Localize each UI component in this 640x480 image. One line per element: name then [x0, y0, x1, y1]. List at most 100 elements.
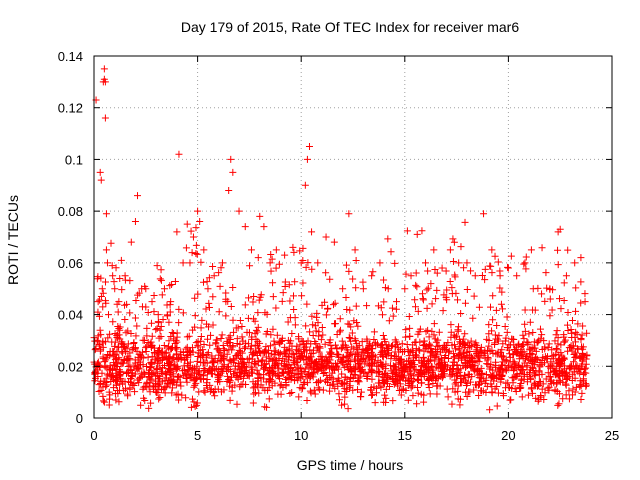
band-point: [261, 309, 269, 317]
band-point: [261, 348, 269, 356]
band-point: [116, 380, 124, 388]
band-point: [308, 265, 316, 273]
band-point: [110, 359, 118, 367]
band-point: [124, 390, 132, 398]
band-point: [410, 372, 418, 380]
band-point: [333, 344, 341, 352]
band-point: [374, 340, 382, 348]
band-point: [531, 306, 539, 314]
band-point: [296, 341, 304, 349]
data-point: [422, 259, 430, 267]
band-point: [449, 235, 457, 243]
band-point: [398, 366, 406, 374]
data-point: [314, 259, 322, 267]
band-point: [507, 252, 515, 260]
band-point: [113, 363, 121, 371]
band-point: [529, 367, 537, 375]
band-point: [147, 399, 155, 407]
band-point: [106, 330, 114, 338]
band-point: [501, 322, 509, 330]
band-point: [191, 312, 199, 320]
band-point: [425, 333, 433, 341]
band-point: [142, 344, 150, 352]
band-point: [349, 386, 357, 394]
data-point: [538, 290, 546, 298]
band-point: [573, 352, 581, 360]
band-point: [502, 379, 510, 387]
band-point: [290, 350, 298, 358]
band-point: [484, 353, 492, 361]
band-point: [413, 400, 421, 408]
band-point: [561, 338, 569, 346]
band-point: [364, 360, 372, 368]
band-point: [488, 269, 496, 277]
band-point: [494, 258, 502, 266]
band-point: [268, 255, 276, 263]
band-point: [291, 321, 299, 329]
band-point: [97, 380, 105, 388]
band-point: [453, 332, 461, 340]
band-point: [272, 264, 280, 272]
band-point: [281, 278, 289, 286]
band-point: [574, 368, 582, 376]
band-point: [470, 386, 478, 394]
band-point: [489, 316, 497, 324]
band-point: [249, 399, 257, 407]
data-point: [289, 243, 297, 251]
band-point: [341, 373, 349, 381]
band-point: [372, 341, 380, 349]
band-point: [518, 393, 526, 401]
data-point: [105, 311, 113, 319]
band-point: [571, 333, 579, 341]
band-point: [162, 374, 170, 382]
band-point: [115, 386, 123, 394]
band-point: [367, 384, 375, 392]
band-point: [277, 381, 285, 389]
band-point: [149, 382, 157, 390]
band-point: [506, 350, 514, 358]
band-point: [240, 344, 248, 352]
band-point: [369, 359, 377, 367]
band-point: [319, 331, 327, 339]
band-point: [142, 303, 150, 311]
band-point: [233, 335, 241, 343]
band-point: [510, 374, 518, 382]
band-point: [175, 319, 183, 327]
band-point: [222, 289, 230, 297]
band-point: [398, 373, 406, 381]
band-point: [302, 322, 310, 330]
band-point: [290, 306, 298, 314]
band-point: [155, 347, 163, 355]
data-point: [376, 259, 384, 267]
y-axis-label: ROTI / TECUs: [5, 195, 21, 285]
band-point: [209, 363, 217, 371]
band-point: [388, 304, 396, 312]
band-point: [435, 328, 443, 336]
band-point: [543, 354, 551, 362]
band-point: [145, 366, 153, 374]
band-point: [262, 378, 270, 386]
band-point: [275, 372, 283, 380]
band-point: [518, 349, 526, 357]
band-point: [229, 316, 237, 324]
band-point: [211, 385, 219, 393]
band-point: [250, 390, 258, 398]
band-point: [148, 332, 156, 340]
band-point: [391, 336, 399, 344]
band-point: [139, 336, 147, 344]
band-point: [424, 267, 432, 275]
data-point: [127, 238, 135, 246]
band-point: [95, 387, 103, 395]
band-point: [355, 361, 363, 369]
band-point: [269, 279, 277, 287]
band-point: [419, 353, 427, 361]
band-point: [414, 307, 422, 315]
band-point: [424, 284, 432, 292]
band-point: [499, 358, 507, 366]
band-point: [155, 395, 163, 403]
band-point: [322, 311, 330, 319]
band-point: [466, 347, 474, 355]
band-point: [412, 281, 420, 289]
band-point: [422, 363, 430, 371]
band-point: [131, 314, 139, 322]
